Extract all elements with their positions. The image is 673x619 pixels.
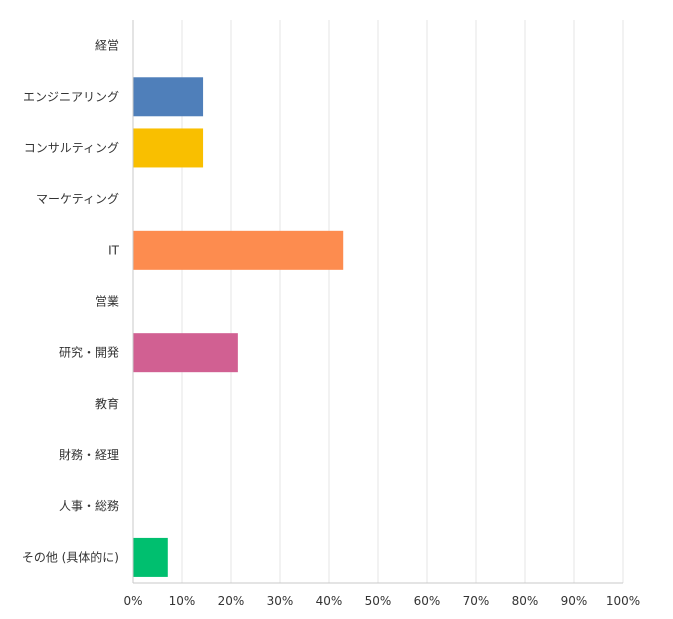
x-tick-label: 80% — [512, 594, 539, 608]
category-label: 人事・総務 — [59, 499, 119, 513]
bars — [133, 77, 344, 577]
category-label: 営業 — [95, 295, 119, 309]
category-label: IT — [108, 243, 120, 257]
axes — [132, 20, 623, 584]
bar[interactable] — [133, 537, 168, 577]
category-label: 教育 — [95, 396, 119, 411]
x-tick-label: 90% — [561, 594, 588, 608]
category-label: 研究・開発 — [59, 345, 119, 360]
x-tick-label: 100% — [606, 594, 640, 608]
category-label: エンジニアリング — [23, 90, 119, 104]
bar[interactable] — [133, 128, 204, 168]
gridlines — [181, 20, 624, 583]
category-label: その他 (具体的に) — [22, 549, 119, 564]
x-tick-label: 60% — [414, 594, 441, 608]
bar[interactable] — [133, 77, 204, 117]
category-label: 財務・経理 — [59, 447, 119, 462]
bar[interactable] — [133, 230, 344, 270]
category-label: 経営 — [95, 39, 119, 53]
x-tick-label: 30% — [267, 594, 294, 608]
x-tick-label: 40% — [316, 594, 343, 608]
x-tick-labels: 0% 10% 20% 30% 40% 50% 60% 70% 80% 90% 100% — [123, 594, 640, 608]
x-tick-label: 10% — [169, 594, 196, 608]
category-label: マーケティング — [36, 192, 119, 206]
bar[interactable] — [133, 333, 238, 373]
category-label: コンサルティング — [24, 141, 119, 155]
x-tick-label: 70% — [463, 594, 490, 608]
x-tick-label: 20% — [218, 594, 245, 608]
x-tick-label: 50% — [365, 594, 392, 608]
x-tick-label: 0% — [123, 594, 142, 608]
